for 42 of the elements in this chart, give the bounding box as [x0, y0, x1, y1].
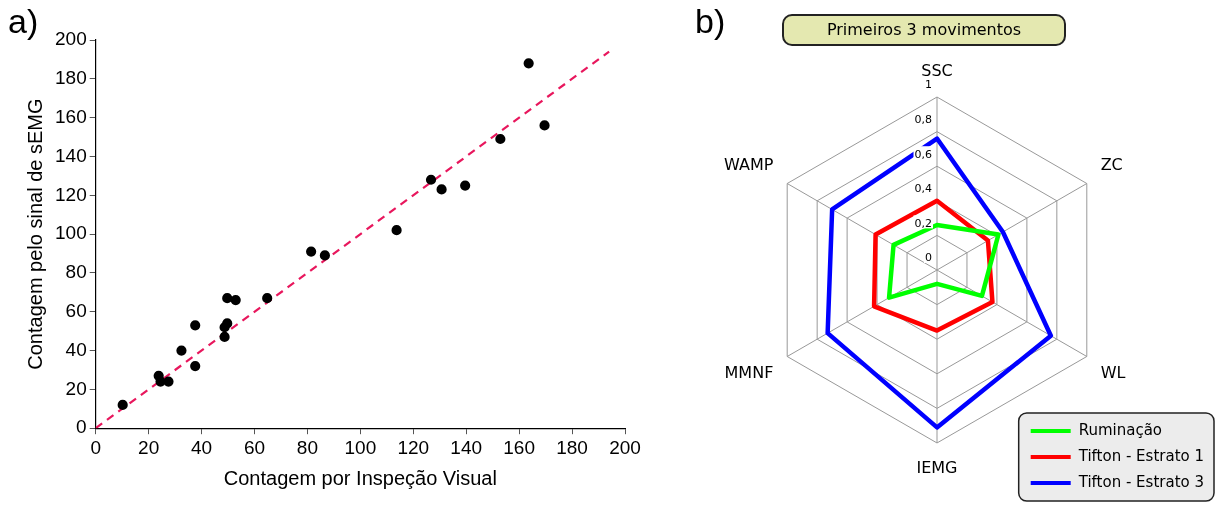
x-tick-label: 20: [138, 436, 160, 458]
legend-label: Tifton - Estrato 1: [1077, 446, 1205, 465]
legend-label: Ruminação: [1078, 420, 1163, 439]
spoke-label: SSC: [921, 60, 953, 80]
y-tick-label: 20: [65, 377, 87, 399]
y-tick-label: 60: [65, 299, 87, 321]
x-tick-label: 80: [296, 436, 318, 458]
x-tick-label: 40: [190, 436, 213, 458]
y-tick-label: 40: [65, 338, 87, 360]
y-tick-label: 80: [65, 261, 87, 283]
y-tick-label: 200: [55, 28, 87, 50]
x-tick-label: 60: [243, 436, 266, 458]
y-tick-label: 0,8: [914, 112, 932, 126]
y-tick-label: 0,2: [914, 216, 932, 230]
y-tick-label: 180: [55, 67, 87, 89]
y-tick-label: 0: [76, 416, 87, 438]
y-tick-label: 100: [55, 222, 87, 244]
spoke-label: IEMG: [916, 457, 958, 477]
y-axis-title: Contagem pelo sinal de sEMG: [23, 98, 46, 370]
x-tick-label: 120: [397, 436, 430, 458]
x-tick-label: 140: [450, 436, 483, 458]
text: a): [8, 2, 39, 41]
y-tick-label: 0: [925, 251, 932, 265]
y-tick-label: 160: [55, 105, 87, 127]
x-tick-label: 160: [503, 436, 535, 458]
spoke-label: WAMP: [724, 155, 774, 175]
spoke-label: ZC: [1100, 155, 1123, 175]
x-axis-title: Contagem por Inspeção Visual: [223, 466, 497, 489]
legend-label: Tifton - Estrato 3: [1077, 472, 1205, 491]
y-tick-label: 1: [925, 78, 932, 92]
spoke-label: WL: [1100, 363, 1126, 383]
text: b): [695, 2, 726, 41]
y-tick-label: 140: [55, 144, 87, 166]
y-tick-label: 0,6: [914, 147, 932, 161]
x-tick-label: 180: [556, 436, 588, 458]
x-tick-label: 200: [609, 436, 641, 458]
spoke-label: MMNF: [724, 363, 774, 383]
y-tick-label: 0,4: [914, 182, 932, 196]
chart-title: Primeiros 3 movimentos: [782, 14, 1066, 46]
x-tick-label: 100: [344, 436, 377, 458]
x-tick-label: 0: [90, 436, 101, 458]
y-tick-label: 120: [55, 183, 87, 205]
